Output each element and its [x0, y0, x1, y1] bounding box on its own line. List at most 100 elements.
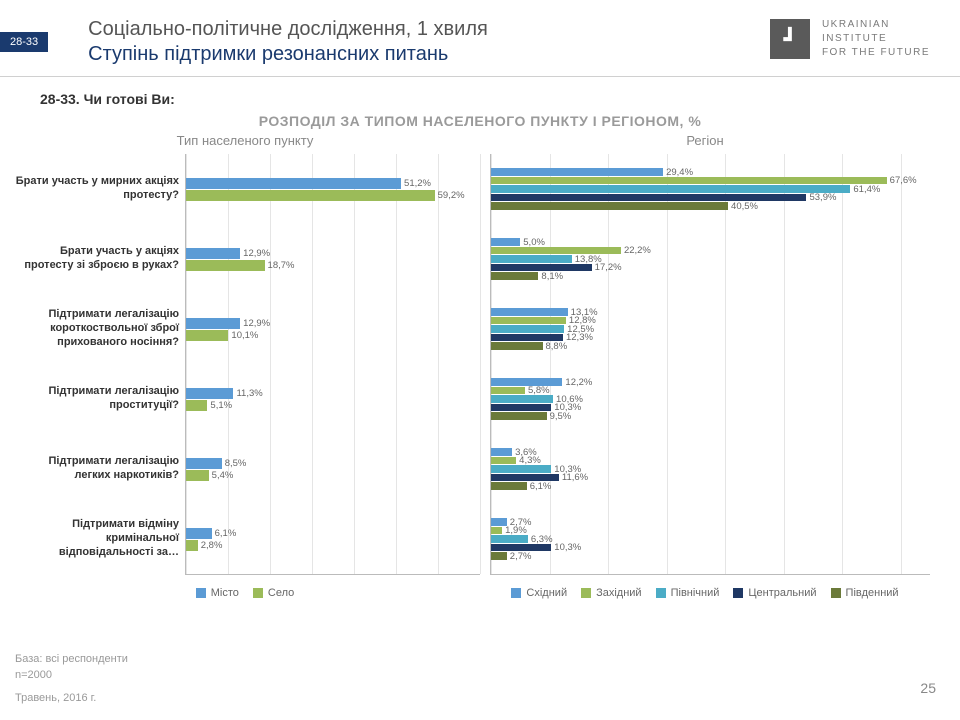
- bar: [186, 178, 401, 189]
- right-chart-title: Регіон: [480, 133, 930, 148]
- bar-row: 12,9%: [186, 318, 480, 329]
- category-label: Підтримати легалізацію легких наркотиків…: [10, 434, 179, 504]
- bar-value: 12,9%: [243, 318, 270, 329]
- bar: [491, 457, 516, 465]
- category-label: Підтримати легалізацію короткоствольної …: [10, 294, 179, 364]
- bar-value: 2,7%: [510, 551, 532, 562]
- charts-container: Тип населеного пункту Брати участь у мир…: [0, 133, 960, 599]
- bar-value: 59,2%: [438, 190, 465, 201]
- bar-row: 12,2%: [491, 378, 930, 386]
- bar: [491, 378, 562, 386]
- legend-item: Місто: [196, 587, 239, 599]
- legend-label: Східний: [526, 587, 567, 599]
- bar: [491, 325, 564, 333]
- bar-group: 6,1%2,8%: [186, 504, 480, 574]
- bar: [491, 238, 520, 246]
- bar-row: 9,5%: [491, 412, 930, 420]
- bar-group: 11,3% 5,1%: [186, 364, 480, 434]
- logo-icon: ┛: [770, 19, 810, 59]
- bar: [491, 177, 887, 185]
- bar-value: 11,3%: [236, 388, 262, 399]
- left-plot: 51,2%59,2%12,9%18,7%12,9%10,1%11,3%5,1%8…: [185, 154, 480, 575]
- bar: [186, 540, 198, 551]
- bar-value: 5,1%: [210, 400, 232, 411]
- bar-row: 6,1%: [491, 482, 930, 490]
- category-label: Брати участь у акціях протесту зі зброєю…: [10, 224, 179, 294]
- bar: [491, 168, 663, 176]
- bar: [491, 552, 507, 560]
- legend-item: Південний: [831, 587, 899, 599]
- bar-group: 3,6%4,3%10,3%11,6%6,1%: [491, 434, 930, 504]
- left-chart: Тип населеного пункту Брати участь у мир…: [10, 133, 480, 599]
- bar-row: 2,7%: [491, 552, 930, 560]
- bar-row: 22,2%: [491, 247, 930, 255]
- bar-value: 51,2%: [404, 178, 431, 189]
- bar: [186, 260, 265, 271]
- bar: [186, 248, 240, 259]
- logo-text: UKRAINIAN INSTITUTE FOR THE FUTURE: [822, 18, 930, 60]
- legend-label: Північний: [671, 587, 720, 599]
- bar-row: 3,6%: [491, 448, 930, 456]
- bar-row: 10,3%: [491, 465, 930, 473]
- bar: [186, 330, 228, 341]
- bar: [491, 395, 553, 403]
- bar: [491, 482, 527, 490]
- bar-row: 11,6%: [491, 474, 930, 482]
- category-label: Підтримати відміну кримінальної відповід…: [10, 504, 179, 574]
- page-number: 25: [920, 680, 936, 696]
- bar-row: 12,5%: [491, 325, 930, 333]
- bar-group: 2,7%1,9%6,3%10,3%2,7%: [491, 504, 930, 574]
- bar-value: 8,8%: [546, 341, 568, 352]
- bar-value: 18,7%: [268, 260, 295, 271]
- header: 28-33 Соціально-політичне дослідження, 1…: [0, 0, 960, 77]
- bar: [491, 527, 502, 535]
- bar-value: 9,5%: [550, 411, 572, 422]
- bar-row: 13,1%: [491, 308, 930, 316]
- bar: [491, 194, 806, 202]
- bar: [491, 448, 512, 456]
- bar-group: 8,5%5,4%: [186, 434, 480, 504]
- legend-item: Центральний: [733, 587, 816, 599]
- bar: [491, 255, 572, 263]
- bar: [491, 185, 850, 193]
- bar-group: 12,9%10,1%: [186, 294, 480, 364]
- left-chart-title: Тип населеного пункту: [10, 133, 480, 148]
- bar-value: 6,1%: [530, 481, 552, 492]
- bar-row: 2,7%: [491, 518, 930, 526]
- bar-row: 8,8%: [491, 342, 930, 350]
- bar-row: 29,4%: [491, 168, 930, 176]
- legend-swatch: [656, 588, 666, 598]
- bar-row: 59,2%: [186, 190, 480, 201]
- bar: [491, 342, 543, 350]
- footer-n: n=2000: [15, 667, 128, 684]
- bar-row: 1,9%: [491, 527, 930, 535]
- bar-row: 18,7%: [186, 260, 480, 271]
- question-label: 28-33. Чи готові Ви:: [40, 91, 960, 107]
- bar: [186, 470, 209, 481]
- category-label: Брати участь у мирних акціях протесту?: [10, 154, 179, 224]
- bar: [491, 465, 551, 473]
- bar: [491, 272, 538, 280]
- bar: [186, 388, 233, 399]
- right-plot: 29,4%67,6%61,4%53,9%40,5%5,0%22,2%13,8%1…: [490, 154, 930, 575]
- bar-value: 12,9%: [243, 248, 270, 259]
- bar: [186, 528, 212, 539]
- slide-badge: 28-33: [0, 32, 48, 52]
- bar-row: 13,8%: [491, 255, 930, 263]
- legend-label: Південний: [846, 587, 899, 599]
- bar-row: 51,2%: [186, 178, 480, 189]
- title-line2: Ступінь підтримки резонансних питань: [88, 43, 770, 66]
- bar-group: 5,0%22,2%13,8%17,2%8,1%: [491, 224, 930, 294]
- bar-row: 5,0%: [491, 238, 930, 246]
- bar-value: 40,5%: [731, 201, 758, 212]
- bar-value: 10,1%: [231, 330, 258, 341]
- bar-row: 10,1%: [186, 330, 480, 341]
- legend-swatch: [511, 588, 521, 598]
- legend-label: Центральний: [748, 587, 816, 599]
- bar-group: 51,2% 59,2%: [186, 154, 480, 224]
- bar-row: 10,3%: [491, 544, 930, 552]
- legend-item: Західний: [581, 587, 642, 599]
- bar-row: 6,1%: [186, 528, 480, 539]
- bar-row: 40,5%: [491, 202, 930, 210]
- bar-row: 11,3%: [186, 388, 480, 399]
